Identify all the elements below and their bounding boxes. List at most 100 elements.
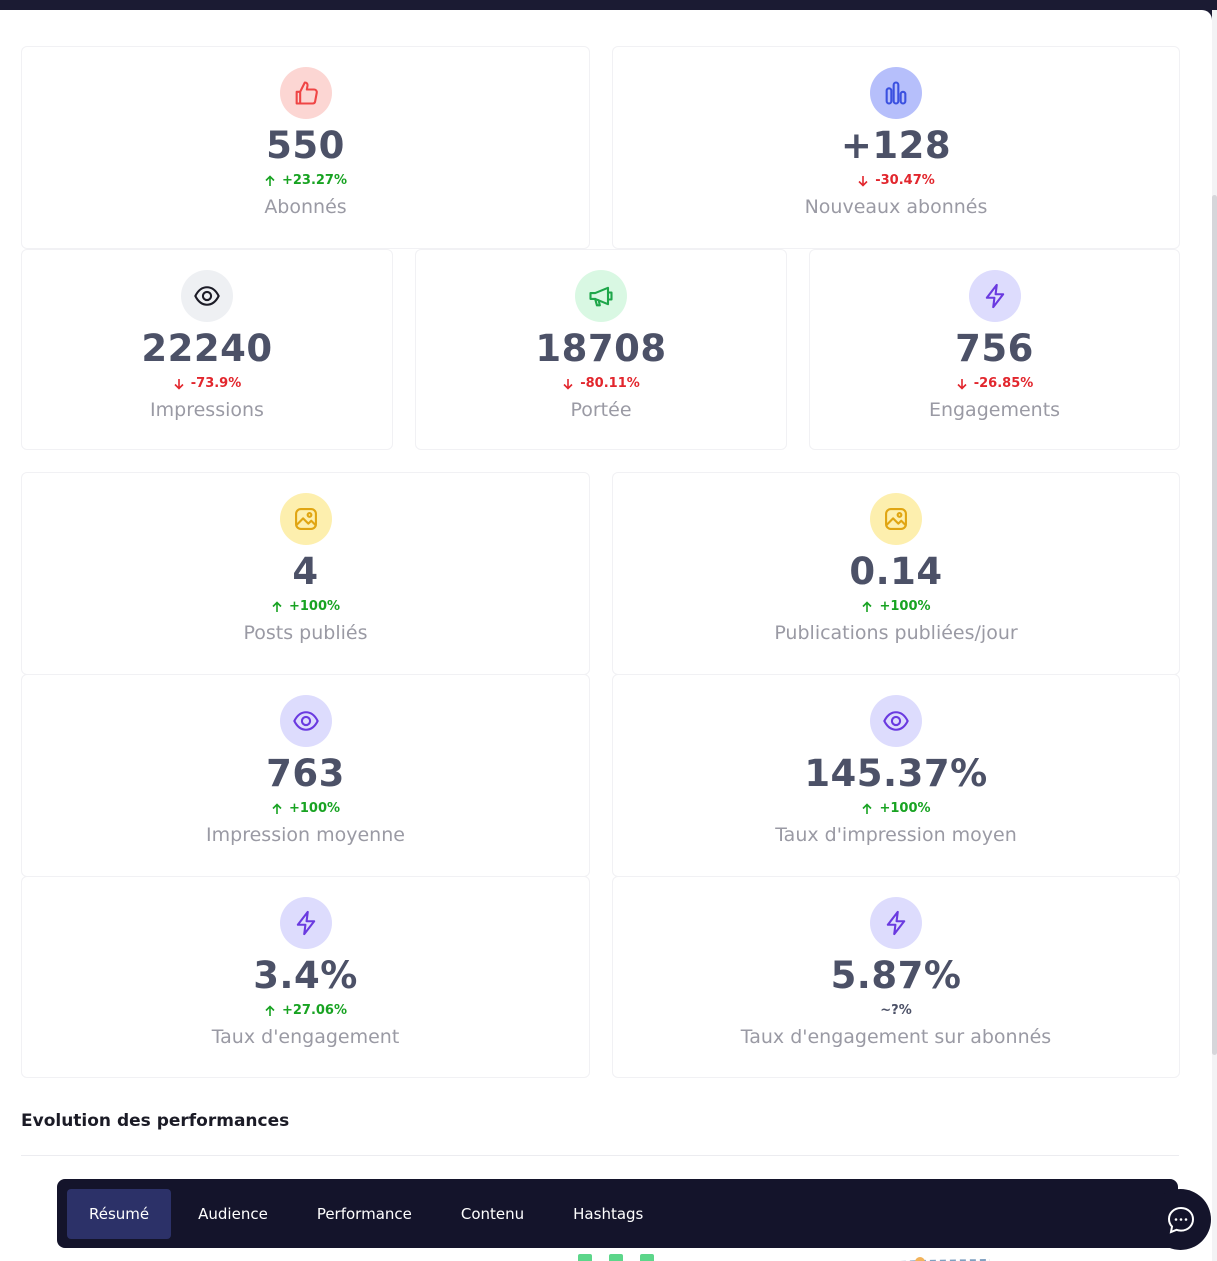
metric-icon-badge <box>181 270 233 322</box>
metric-icon-badge <box>279 897 332 949</box>
eye-icon <box>883 711 909 731</box>
metric-icon-badge <box>968 270 1021 322</box>
metric-change-text: +100% <box>288 599 341 614</box>
metric-change: ~?% <box>880 1003 911 1019</box>
metric-label: Impression moyenne <box>206 824 405 846</box>
arrow-up-icon <box>862 601 873 612</box>
image-icon <box>294 508 317 530</box>
metric-icon-badge <box>279 493 332 545</box>
metric-change-text: -26.85% <box>973 376 1034 391</box>
tab-resume[interactable]: Résumé <box>67 1188 172 1239</box>
arrow-up-icon <box>272 601 282 612</box>
arrow-down-icon <box>174 379 184 390</box>
metric-label: Abonnés <box>264 196 347 218</box>
bottom-tab-bar: Résumé Audience Performance Contenu Hash… <box>57 1179 1178 1248</box>
dashboard-page: 550 +23.27% Abonnés +128 -30.47% Nouveaux abo… <box>0 10 1212 1261</box>
metric-value: 550 <box>266 124 345 167</box>
metric-icon-badge <box>575 270 627 322</box>
arrow-up-icon <box>862 803 873 814</box>
metric-change-text: +100% <box>879 599 931 614</box>
metric-icon-badge <box>870 695 922 747</box>
metric-label: Impressions <box>150 399 264 421</box>
metric-change-text: ~?% <box>880 1003 912 1018</box>
tab-performance[interactable]: Performance <box>316 1204 412 1223</box>
metric-icon-badge <box>279 695 332 747</box>
metric-icon-badge <box>279 67 332 119</box>
metric-change: +100% <box>861 801 931 817</box>
metric-change-text: +27.06% <box>281 1003 348 1018</box>
bar-chart-icon <box>885 81 907 105</box>
metric-card-nouveaux-abonnes: +128 -30.47% Nouveaux abonnés <box>612 46 1180 249</box>
chat-button[interactable] <box>1150 1189 1211 1250</box>
scrollbar[interactable] <box>1212 10 1217 1261</box>
metric-label: Portée <box>570 399 632 421</box>
lightning-icon <box>886 910 906 936</box>
metric-change: +100% <box>861 599 931 615</box>
section-divider <box>21 1155 1179 1156</box>
tab-contenu[interactable]: Contenu <box>460 1204 525 1223</box>
metric-change: -30.47% <box>857 173 935 189</box>
metric-change: +23.27% <box>264 173 347 189</box>
metric-value: 22240 <box>141 327 273 370</box>
arrow-up-icon <box>265 1005 275 1016</box>
metric-value: 145.37% <box>804 752 988 795</box>
metric-change: +100% <box>271 801 340 817</box>
metric-value: 0.14 <box>849 550 943 593</box>
metric-value: 763 <box>266 752 345 795</box>
metric-card-portee: 18708 -80.11% Portée <box>415 249 787 450</box>
metric-change-text: -73.9% <box>190 376 242 391</box>
metric-label: Taux d'engagement <box>211 1026 400 1048</box>
metric-icon-badge <box>870 67 922 119</box>
chart-preview <box>578 1254 991 1261</box>
metric-change-text: +23.27% <box>281 173 348 188</box>
metric-value: 4 <box>292 550 319 593</box>
eye-icon <box>292 711 319 731</box>
metric-change-text: +100% <box>879 801 931 816</box>
lightning-icon <box>985 283 1004 309</box>
tab-hashtags[interactable]: Hashtags <box>573 1204 644 1223</box>
arrow-up-icon <box>265 175 275 186</box>
metric-card-impressions: 22240 -73.9% Impressions <box>21 249 393 450</box>
metric-label: Posts publiés <box>243 622 368 644</box>
arrow-down-icon <box>563 379 573 390</box>
metric-card-abonnes: 550 +23.27% Abonnés <box>21 46 590 249</box>
megaphone-icon <box>589 286 613 307</box>
metric-label: Publications publiées/jour <box>774 622 1018 644</box>
metric-card-impression-moyenne: 763 +100% Impression moyenne <box>21 674 590 877</box>
arrow-down-icon <box>858 176 868 187</box>
metric-label: Nouveaux abonnés <box>804 196 988 218</box>
metric-change-text: -80.11% <box>580 376 640 391</box>
chat-bubble-icon <box>1167 1206 1194 1234</box>
metric-change: +27.06% <box>264 1003 347 1019</box>
metric-card-taux-impression-moyen: 145.37% +100% Taux d'impression moyen <box>612 674 1180 877</box>
arrow-down-icon <box>957 379 967 390</box>
metric-card-engagements: 756 -26.85% Engagements <box>809 249 1180 450</box>
metric-card-taux-engagement-abonnes: 5.87% ~?% Taux d'engagement sur abonnés <box>612 876 1180 1078</box>
metric-label: Engagements <box>928 399 1061 421</box>
image-icon <box>885 508 907 530</box>
metric-change-text: -30.47% <box>875 173 935 188</box>
metric-change: -26.85% <box>956 376 1034 392</box>
metric-icon-badge <box>870 493 922 545</box>
tab-audience[interactable]: Audience <box>198 1204 268 1223</box>
metric-value: 18708 <box>535 327 667 370</box>
metric-change: +100% <box>271 599 340 615</box>
metric-value: +128 <box>840 124 952 167</box>
scrollbar-thumb[interactable] <box>1212 195 1217 1055</box>
metric-change: -73.9% <box>173 376 242 392</box>
lightning-icon <box>296 910 315 936</box>
section-title: Evolution des performances <box>21 1111 290 1131</box>
metric-icon-badge <box>870 897 922 949</box>
metric-change-text: +100% <box>288 801 341 816</box>
eye-icon <box>194 286 220 306</box>
metric-change: -80.11% <box>562 376 640 392</box>
metric-value: 3.4% <box>253 954 358 997</box>
metric-card-publications-par-jour: 0.14 +100% Publications publiées/jour <box>612 472 1180 675</box>
arrow-up-icon <box>272 803 282 814</box>
metric-label: Taux d'engagement sur abonnés <box>740 1026 1052 1048</box>
metric-value: 756 <box>955 327 1034 370</box>
metric-card-posts-publies: 4 +100% Posts publiés <box>21 472 590 675</box>
metric-value: 5.87% <box>830 954 962 997</box>
metric-card-taux-engagement: 3.4% +27.06% Taux d'engagement <box>21 876 590 1078</box>
metric-label: Taux d'impression moyen <box>775 824 1017 846</box>
